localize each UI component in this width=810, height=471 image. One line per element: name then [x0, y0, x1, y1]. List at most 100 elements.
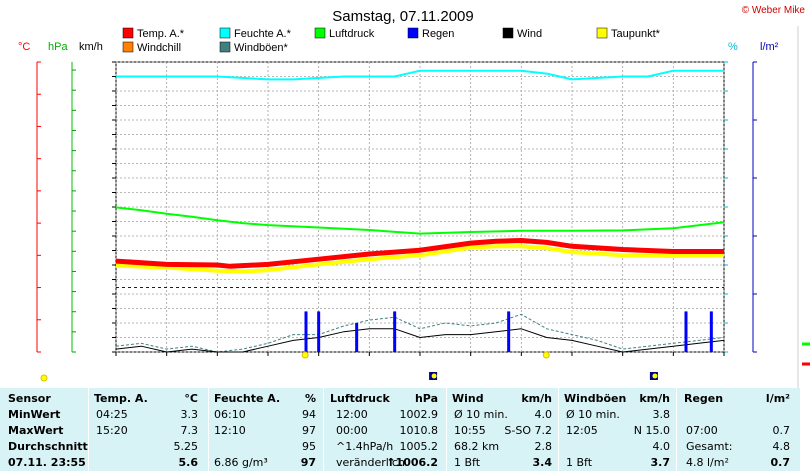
legend-swatch	[122, 27, 134, 39]
stats-pressure-value: 1010.8	[399, 424, 439, 437]
stats-wind-detail: 10:55	[454, 424, 486, 437]
stats-gust-detail: 12:05	[566, 424, 598, 437]
stats-pressure-time: veränderlich	[336, 456, 405, 469]
temperature-line	[115, 238, 724, 269]
legend-swatch	[122, 41, 134, 53]
stats-pressure-time: ^1.4hPa/h	[336, 440, 394, 453]
stats-wind-value: 3.4	[532, 456, 553, 469]
rain-axis-title: l/m²	[760, 41, 779, 53]
stats-wind-value: 4.0	[534, 408, 553, 421]
header-sensor: Sensor	[8, 392, 51, 405]
sunset-sun-icon	[542, 351, 550, 359]
stats-gust-value: 4.0	[652, 440, 671, 453]
stats-wind-detail: 68.2 km	[454, 440, 500, 453]
legend-label: Windböen*	[234, 42, 289, 54]
legend-label: Temp. A.*	[137, 28, 185, 40]
stats-humidity-value: 95	[302, 440, 316, 453]
chart-grid	[115, 61, 725, 353]
legend-swatch	[219, 27, 231, 39]
stats-humidity-time: 12:10	[214, 424, 246, 437]
temp-axis-title: °C	[18, 41, 30, 53]
stats-wind-detail: Ø 10 min.	[454, 408, 508, 421]
rain-bar	[684, 311, 688, 352]
stats-wind-value: 2.8	[534, 440, 553, 453]
stats-temp-value: 3.3	[180, 408, 199, 421]
header-gust-unit: km/h	[639, 392, 670, 405]
stats-humidity-value: 97	[302, 424, 316, 437]
stats-rain-value: 0.7	[770, 456, 791, 469]
humidity-line	[116, 69, 724, 81]
legend-swatch	[219, 41, 231, 53]
left-sun-icon	[40, 374, 48, 382]
header-rain: Regen	[684, 392, 724, 405]
stats-temp-time: 04:25	[96, 408, 128, 421]
column-separator	[676, 388, 677, 471]
chart-axes	[36, 61, 757, 356]
humidity-axis-title: %	[728, 41, 738, 53]
statistics-table: Sensor Temp. A. °C Feuchte A.% Luftdruck hPa W…	[0, 388, 800, 471]
column-separator	[208, 388, 209, 471]
stats-gust-value: N 15.0	[633, 424, 670, 437]
legend-swatch	[314, 27, 326, 39]
sunrise-sun-icon	[301, 351, 309, 359]
header-humidity: Feuchte A.	[214, 392, 281, 405]
header-rain-unit: l/m²	[765, 392, 790, 405]
rain-bar	[507, 311, 511, 352]
stats-row-label: MinWert	[8, 408, 61, 421]
rain-bar	[317, 311, 321, 352]
rain-bar	[709, 311, 713, 352]
stats-row-label: 07.11. 23:55	[8, 456, 86, 469]
stats-gust-value: 3.8	[652, 408, 671, 421]
legend-swatch	[502, 27, 514, 39]
moonrise-moon-glyph-icon	[431, 373, 437, 379]
stats-humidity-value: 94	[302, 408, 316, 421]
wind-axis-title: km/h	[79, 41, 103, 53]
header-pressure: Luftdruck	[330, 392, 390, 405]
stats-rain-value: 4.8	[772, 440, 791, 453]
dewpoint-line	[115, 244, 725, 274]
header-wind: Wind	[452, 392, 484, 405]
stats-pressure-value: ↑1006.2	[386, 456, 438, 469]
header-pressure-unit: hPa	[414, 392, 438, 405]
stats-humidity-time: 6.86 g/m³	[214, 456, 268, 469]
legend-swatch	[596, 27, 608, 39]
right-edge-strip	[797, 26, 810, 388]
moonset-moon-glyph-icon	[652, 373, 658, 379]
stats-temp-value: 5.6	[178, 456, 199, 469]
stats-humidity-value: 97	[300, 456, 316, 469]
rain-bar	[393, 311, 397, 352]
rain-bar	[304, 311, 308, 352]
pressure-line	[115, 206, 725, 235]
legend-label: Luftdruck	[329, 28, 375, 40]
header-humidity-unit: %	[304, 392, 316, 405]
wind-line	[115, 328, 725, 353]
stats-temp-value: 5.25	[173, 440, 199, 453]
stats-row-label: MaxWert	[8, 424, 64, 437]
stats-pressure-time: 12:00	[336, 408, 368, 421]
stats-gust-detail: Ø 10 min.	[566, 408, 620, 421]
column-separator	[446, 388, 447, 471]
stats-row-label: Durchschnitt	[8, 440, 88, 453]
header-temp-unit: °C	[184, 392, 198, 405]
copyright-label: © Weber Mike	[742, 5, 806, 16]
sun-moon-times	[40, 351, 658, 382]
column-separator	[323, 388, 324, 471]
pressure-axis-title: hPa	[48, 41, 68, 53]
stats-pressure-value: 1002.9	[399, 408, 439, 421]
weather-chart: Samstag, 07.11.2009 © Weber Mike Temp. A…	[18, 5, 810, 388]
column-separator	[558, 388, 559, 471]
legend-label: Wind	[517, 28, 542, 40]
stats-rain-value: 0.7	[772, 424, 791, 437]
legend-label: Regen	[422, 28, 454, 40]
stats-rain-detail: 07:00	[686, 424, 718, 437]
legend-label: Feuchte A.*	[234, 28, 292, 40]
legend-label: Windchill	[137, 42, 181, 54]
chart-legend: Temp. A.* Feuchte A.* Luftdruck Regen Wind Ta…	[122, 27, 661, 54]
chart-series	[115, 69, 725, 353]
header-temp: Temp. A.	[94, 392, 148, 405]
stats-pressure-value: 1005.2	[399, 440, 439, 453]
legend-label: Taupunkt*	[611, 28, 661, 40]
stats-humidity-time: 06:10	[214, 408, 246, 421]
stats-temp-value: 7.3	[180, 424, 199, 437]
rain-bar	[355, 323, 359, 352]
